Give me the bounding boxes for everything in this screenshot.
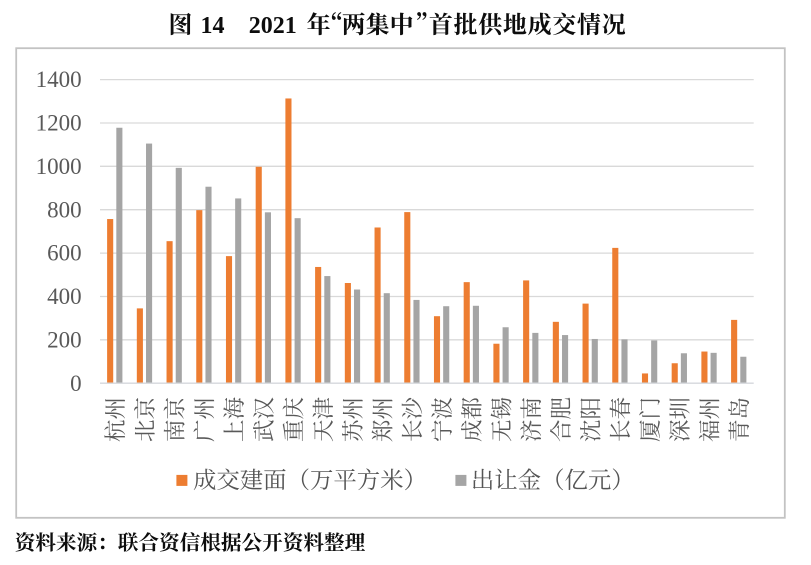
- svg-text:1000: 1000: [36, 154, 82, 179]
- svg-text:1200: 1200: [36, 111, 82, 136]
- svg-text:200: 200: [47, 327, 82, 352]
- svg-text:600: 600: [47, 241, 82, 266]
- svg-text:0: 0: [70, 371, 82, 396]
- svg-text:1400: 1400: [36, 67, 82, 92]
- svg-text:400: 400: [47, 284, 82, 309]
- svg-text:800: 800: [47, 197, 82, 222]
- svg-text:2021: 2021: [249, 13, 297, 39]
- svg-text:14: 14: [201, 13, 225, 39]
